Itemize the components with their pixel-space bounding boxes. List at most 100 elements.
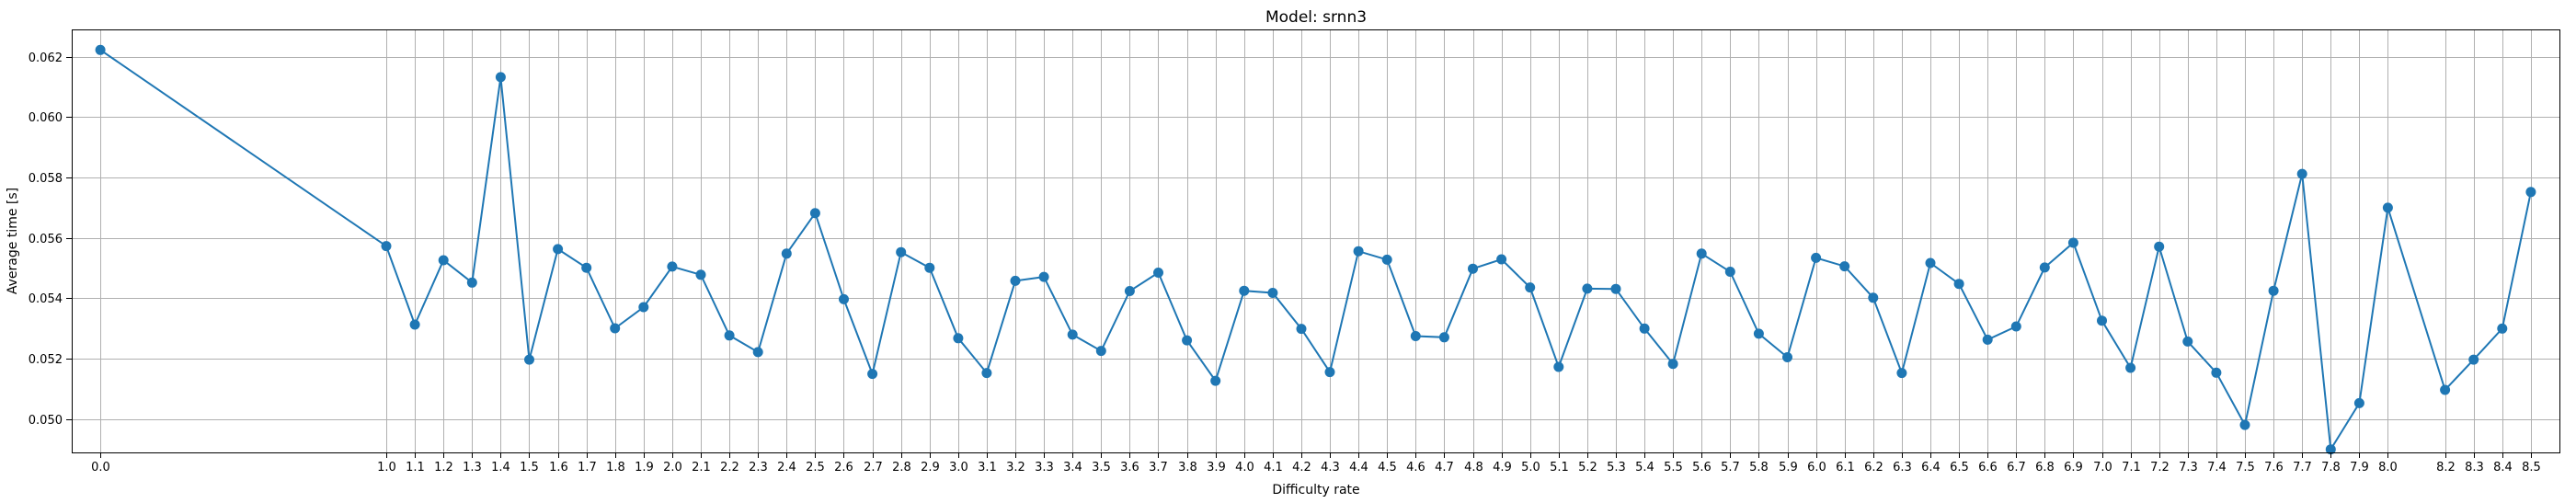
data-point [495, 72, 506, 83]
data-point [1438, 332, 1449, 343]
x-tick-label: 4.2 [1292, 461, 1311, 474]
data-point [1296, 324, 1307, 335]
x-axis-ticks: 0.0 1.0 1.1 1.2 1.3 1.4 1.5 1.6 1.7 1.8 1.9 2.0 2.1 2… [91, 452, 2541, 474]
data-point [553, 244, 564, 255]
data-point [1095, 346, 1106, 357]
data-point [1982, 334, 1993, 345]
data-point [1324, 367, 1335, 378]
data-point [2010, 321, 2021, 332]
x-tick-label: 2.4 [777, 461, 796, 474]
x-tick-label: 2.0 [663, 461, 682, 474]
data-point [610, 323, 621, 334]
data-point [2125, 362, 2136, 373]
x-tick-label: 5.2 [1578, 461, 1597, 474]
x-tick-label: 6.5 [1950, 461, 1969, 474]
data-point [839, 293, 849, 304]
data-point [1896, 368, 1907, 379]
x-tick-label: 6.7 [2007, 461, 2026, 474]
data-point [1868, 292, 1879, 303]
x-tick-label: 2.3 [749, 461, 768, 474]
data-point [2525, 187, 2536, 198]
x-tick-label: 1.0 [377, 461, 396, 474]
data-point [581, 262, 592, 273]
data-point [896, 246, 907, 257]
data-point [381, 241, 392, 252]
data-point [1468, 263, 1478, 274]
x-tick-label: 4.8 [1464, 461, 1483, 474]
x-tick-label: 8.5 [2522, 461, 2541, 474]
data-point [1153, 268, 1163, 278]
x-tick-label: 3.4 [1063, 461, 1082, 474]
x-tick-label: 1.3 [463, 461, 482, 474]
data-point [1811, 252, 1822, 263]
data-point [724, 330, 735, 341]
y-tick-label: 0.054 [29, 292, 63, 306]
y-tick-label: 0.056 [29, 233, 63, 246]
x-tick-label: 7.2 [2150, 461, 2170, 474]
plot-frame [72, 29, 2560, 453]
data-point [1953, 279, 1964, 290]
x-tick-label: 6.1 [1836, 461, 1855, 474]
data-point [1210, 375, 1221, 386]
x-tick-label: 6.3 [1893, 461, 1912, 474]
x-tick-label: 3.5 [1092, 461, 1111, 474]
data-point [1610, 283, 1621, 294]
data-point [781, 248, 792, 259]
data-point [2382, 202, 2393, 213]
x-tick-label: 6.8 [2035, 461, 2055, 474]
grid-lines [72, 29, 2559, 452]
x-tick-label: 4.7 [1435, 461, 1454, 474]
data-point [438, 255, 449, 266]
data-point [1639, 323, 1650, 334]
x-tick-label: 1.6 [549, 461, 568, 474]
x-tick-label: 1.9 [635, 461, 654, 474]
data-point [1410, 331, 1421, 341]
x-axis-label: Difficulty rate [1272, 483, 1359, 497]
x-tick-label: 2.7 [864, 461, 883, 474]
x-tick-label: 5.0 [1521, 461, 1540, 474]
data-point [1267, 288, 1278, 298]
y-axis-ticks: 0.050 0.052 0.054 0.056 0.058 0.060 0.062 [29, 51, 72, 428]
data-point [2182, 336, 2193, 347]
x-tick-label: 1.8 [606, 461, 625, 474]
data-point [2211, 367, 2222, 378]
data-point [2440, 384, 2451, 395]
data-point [1553, 361, 1564, 372]
data-point [1925, 257, 1936, 269]
y-tick-label: 0.050 [29, 414, 63, 428]
data-point [2154, 241, 2165, 252]
x-tick-label: 7.7 [2293, 461, 2312, 474]
y-tick-label: 0.060 [29, 111, 63, 125]
data-point [1381, 254, 1392, 265]
data-point [2497, 323, 2508, 334]
data-point [695, 269, 706, 280]
x-tick-label: 7.6 [2264, 461, 2284, 474]
x-tick-label: 8.0 [2378, 461, 2398, 474]
x-tick-label: 3.1 [978, 461, 997, 474]
x-tick-label: 7.0 [2093, 461, 2112, 474]
x-tick-label: 7.5 [2236, 461, 2255, 474]
data-point [466, 277, 477, 288]
x-tick-label: 0.0 [91, 461, 110, 474]
y-tick-label: 0.052 [29, 353, 63, 367]
x-tick-label: 7.8 [2321, 461, 2341, 474]
x-tick-label: 5.9 [1779, 461, 1798, 474]
x-tick-label: 2.5 [806, 461, 825, 474]
data-point [409, 319, 420, 330]
data-point [1067, 329, 1078, 340]
data-point [1696, 248, 1707, 259]
x-tick-label: 1.1 [406, 461, 425, 474]
x-tick-label: 2.1 [692, 461, 711, 474]
data-point [752, 347, 763, 358]
data-point [1782, 352, 1792, 362]
data-point [2296, 168, 2307, 179]
data-point [924, 262, 935, 273]
data-point [1124, 286, 1135, 296]
x-tick-label: 7.1 [2122, 461, 2141, 474]
data-point [638, 302, 649, 313]
data-point [1753, 328, 1764, 339]
y-tick-label: 0.058 [29, 172, 63, 186]
x-tick-label: 5.5 [1664, 461, 1683, 474]
x-tick-label: 3.0 [949, 461, 968, 474]
x-tick-label: 6.0 [1807, 461, 1826, 474]
